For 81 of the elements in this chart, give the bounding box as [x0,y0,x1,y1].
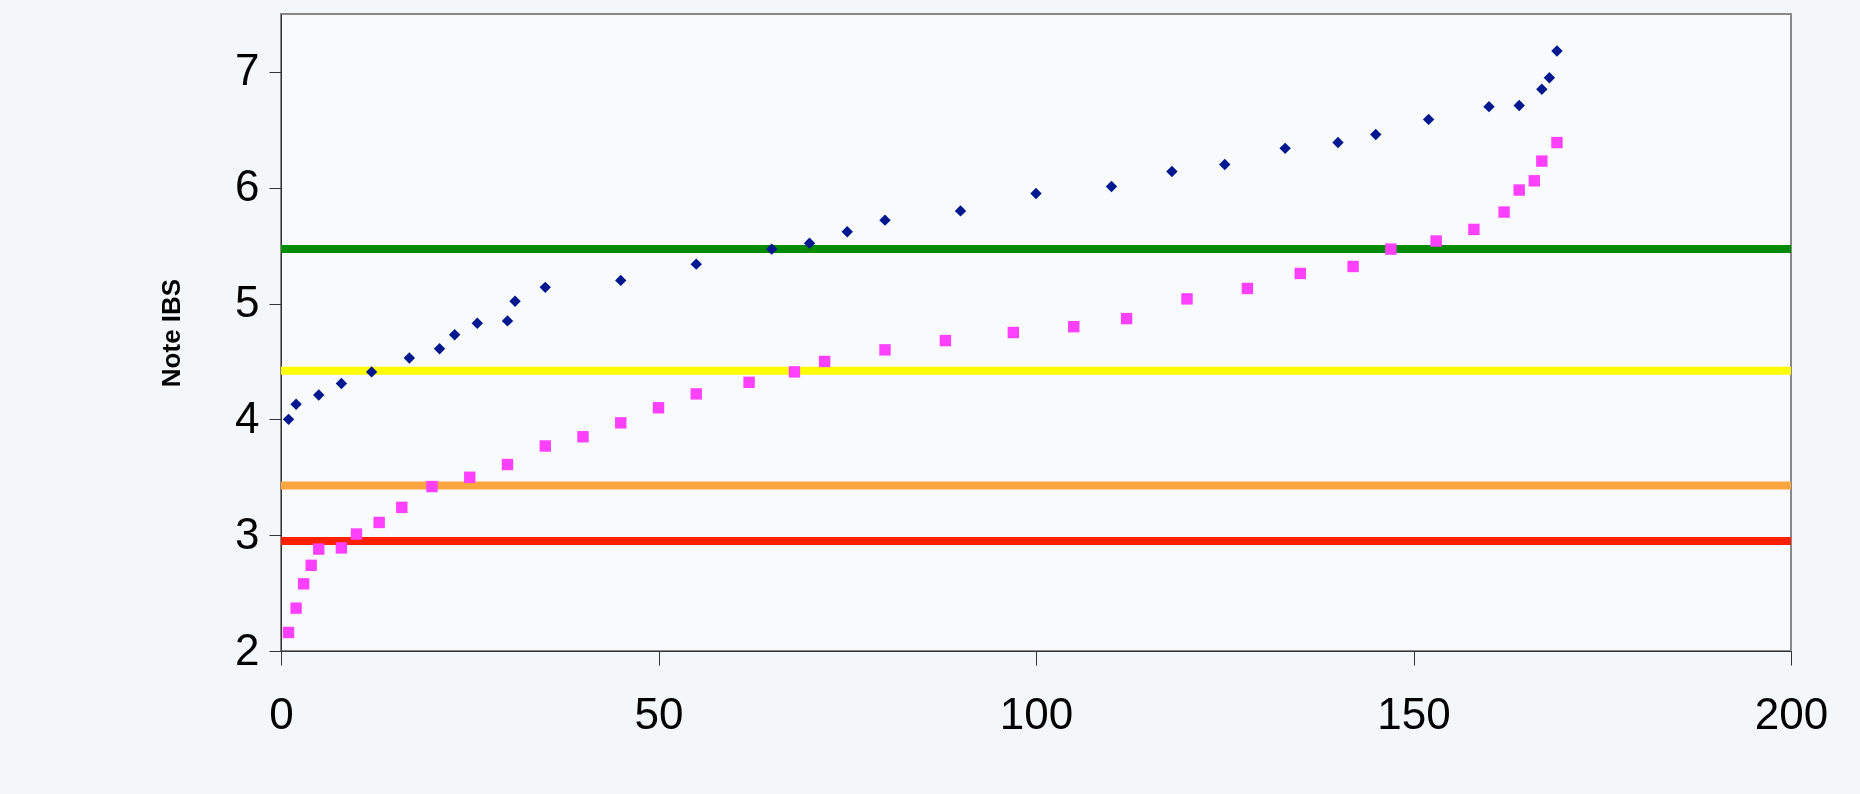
point [297,578,310,590]
point [841,226,853,238]
point [1332,136,1344,149]
point [1498,206,1510,218]
point [1528,175,1540,187]
point [1181,293,1193,305]
x-tick-label: 0 [269,688,294,738]
point [954,205,967,217]
y-tick-label: 3 [235,508,260,558]
x-tick-label: 50 [634,688,684,738]
point [1483,100,1495,113]
y-tick-label: 2 [235,624,260,674]
point [879,214,891,226]
point [1030,187,1042,200]
point [1551,136,1563,149]
y-tick-label: 5 [235,277,260,327]
point [690,388,702,400]
y-tick-label: 4 [235,392,260,442]
point [818,355,831,368]
point [1241,282,1254,295]
point [313,543,325,555]
point [350,528,363,540]
point [365,366,378,378]
point [803,237,816,250]
point [282,413,295,426]
point [577,431,589,443]
y-tick-label: 6 [235,161,260,211]
point [615,274,627,287]
point [1068,321,1080,333]
point [403,352,416,364]
point [1468,223,1480,236]
point [433,343,446,355]
point [1120,312,1133,325]
point [396,501,408,514]
point [788,366,801,378]
point [1385,243,1397,255]
point [290,398,302,411]
point [335,542,348,554]
y-axis-title: Note IBS [156,278,187,388]
point [501,315,514,327]
point [1536,155,1548,167]
point [501,458,514,471]
point [1279,142,1291,155]
point [290,602,302,614]
point [1007,326,1020,339]
point [313,389,325,401]
point [282,626,295,639]
point [652,402,665,414]
point [766,243,778,255]
point [448,329,461,341]
point [539,440,551,452]
point [1370,128,1382,141]
point [939,334,952,347]
point [879,344,891,356]
point [335,377,348,390]
point [373,516,385,529]
point [471,317,483,329]
point [743,376,755,388]
point [1219,158,1231,171]
point [1536,83,1548,95]
point [1551,45,1563,57]
y-tick-label: 7 [235,45,260,95]
point [1422,113,1435,126]
point [305,559,317,571]
x-tick-label: 100 [999,688,1074,738]
point [1105,180,1118,193]
point [1513,184,1525,196]
point [539,281,551,294]
point [509,295,521,307]
point [1430,235,1442,247]
point [1543,72,1556,84]
point [464,471,476,483]
point [1294,267,1306,280]
point [1166,165,1178,178]
point [1513,99,1525,112]
point [426,480,438,493]
x-tick-label: 200 [1754,688,1829,738]
point [1347,260,1359,273]
point [690,258,702,270]
point [615,417,627,429]
x-tick-label: 150 [1377,688,1451,738]
